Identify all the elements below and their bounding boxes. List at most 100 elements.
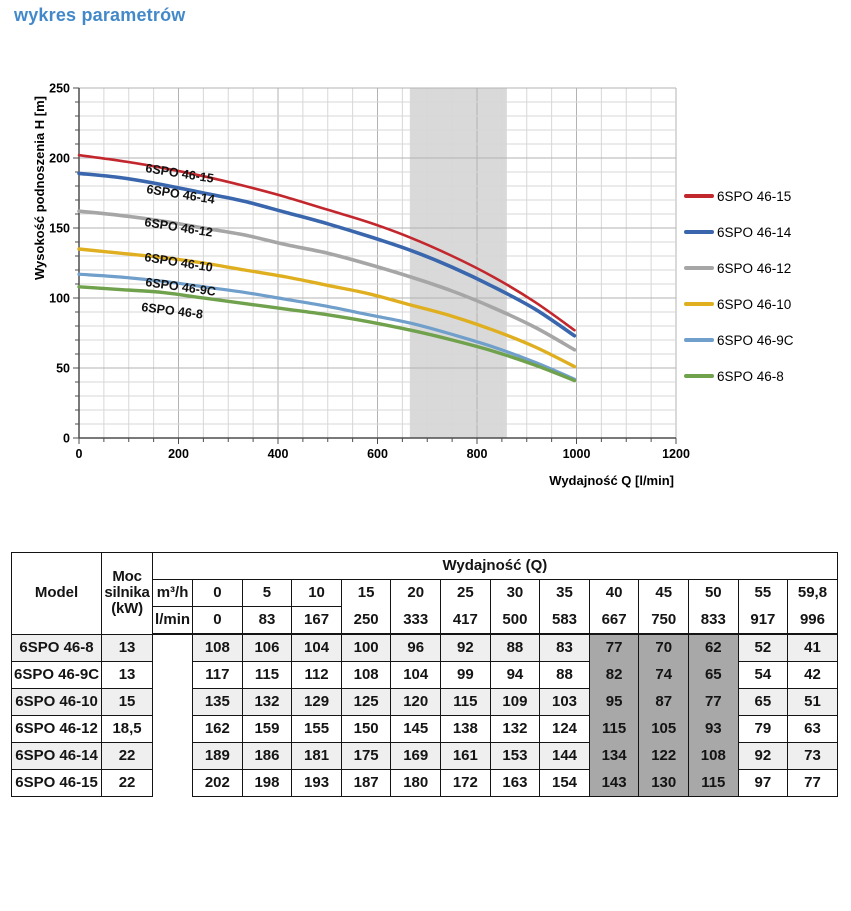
model-cell: 6SPO 46-10 xyxy=(10,688,103,716)
head-value-cell: 132 xyxy=(241,688,293,716)
head-value-cell: 99 xyxy=(440,661,491,689)
y-tick-label: 200 xyxy=(49,152,70,166)
head-value-cell: 181 xyxy=(291,742,342,770)
legend-label: 6SPO 46-8 xyxy=(717,368,784,384)
legend-item: 6SPO 46-8 xyxy=(684,358,794,394)
head-value-cell: 83 xyxy=(539,633,590,662)
x-tick-label: 0 xyxy=(76,447,83,461)
head-value-cell: 88 xyxy=(539,661,590,689)
power-cell: 22 xyxy=(101,769,154,797)
head-value-cell: 130 xyxy=(638,769,689,797)
table-row: 6SPO 46-9C 13 117 115 112 108 104 99 94 88 82 74 65 5… xyxy=(10,661,838,689)
flow-lmin-value: 667 xyxy=(588,606,640,635)
flow-lmin-value: 583 xyxy=(539,606,590,635)
model-cell: 6SPO 46-9C xyxy=(10,661,103,689)
flow-m3h-value: 55 xyxy=(737,579,789,607)
head-value-cell: 155 xyxy=(291,715,342,743)
head-value-cell: 134 xyxy=(588,742,640,770)
flow-lmin-value: 750 xyxy=(638,606,689,635)
flow-group-header: Wydajność (Q) xyxy=(152,552,838,580)
flow-lmin-value: 996 xyxy=(787,606,838,635)
head-value-cell: 112 xyxy=(291,661,342,689)
legend-label: 6SPO 46-10 xyxy=(717,296,792,312)
head-value-cell: 159 xyxy=(241,715,293,743)
curve-6SPO-46-9C xyxy=(77,272,577,381)
head-value-cell: 108 xyxy=(340,661,392,689)
head-value-cell: 104 xyxy=(291,633,342,662)
parameters-table: Model Moc silnika (kW) Wydajność (Q) m³/h 0 5… xyxy=(10,552,838,797)
y-tick-label: 100 xyxy=(49,292,70,306)
head-value-cell: 169 xyxy=(390,742,442,770)
curve-6SPO-46-8 xyxy=(77,285,577,383)
y-tick-label: 0 xyxy=(63,432,70,446)
model-cell: 6SPO 46-15 xyxy=(10,769,103,797)
head-value-cell: 144 xyxy=(539,742,590,770)
table-row: 6SPO 46-12 18,5 162 159 155 150 145 138 132 124 11… xyxy=(10,715,838,743)
flow-m3h-value: 10 xyxy=(291,579,342,607)
table-row: 6SPO 46-14 22 189 186 181 175 169 161 153 144 134 1… xyxy=(10,742,838,770)
model-cell: 6SPO 46-14 xyxy=(10,742,103,770)
head-value-cell: 96 xyxy=(390,633,442,662)
legend-label: 6SPO 46-12 xyxy=(717,260,792,276)
head-value-cell: 108 xyxy=(688,742,739,770)
curve-6SPO-46-14 xyxy=(77,171,577,338)
head-value-cell: 54 xyxy=(737,661,789,689)
power-cell: 13 xyxy=(101,633,154,662)
legend-line-swatch xyxy=(684,374,714,378)
power-cell: 15 xyxy=(101,688,154,716)
head-value-cell: 135 xyxy=(192,688,243,716)
head-value-cell: 77 xyxy=(588,633,640,662)
head-value-cell: 187 xyxy=(340,769,392,797)
flow-m3h-value: 40 xyxy=(588,579,640,607)
curve-6SPO-46-15 xyxy=(77,153,576,332)
head-value-cell: 132 xyxy=(489,715,541,743)
chart-legend: 6SPO 46-15 6SPO 46-14 6SPO 46-12 6SPO 46-10… xyxy=(684,178,794,394)
legend-line-swatch xyxy=(684,230,714,234)
flow-m3h-value: 20 xyxy=(390,579,442,607)
head-value-cell: 77 xyxy=(787,769,838,797)
model-cell: 6SPO 46-8 xyxy=(10,633,103,662)
axes xyxy=(73,87,677,444)
head-value-cell: 73 xyxy=(787,742,838,770)
flow-lmin-value: 333 xyxy=(390,606,442,635)
flow-lmin-value: 500 xyxy=(489,606,541,635)
head-value-cell: 115 xyxy=(241,661,293,689)
flow-lmin-value: 417 xyxy=(440,606,491,635)
legend-item: 6SPO 46-14 xyxy=(684,214,794,250)
legend-line-swatch xyxy=(684,302,714,306)
head-value-cell: 87 xyxy=(638,688,689,716)
head-value-cell: 79 xyxy=(737,715,789,743)
tick-labels: 0 200 400 600 800 1000 1200 0 50 100 150 200 250 xyxy=(49,82,690,462)
model-cell: 6SPO 46-12 xyxy=(10,715,103,743)
head-value-cell: 145 xyxy=(390,715,442,743)
head-value-cell: 88 xyxy=(489,633,541,662)
flow-lmin-value: 0 xyxy=(192,606,243,635)
head-value-cell: 161 xyxy=(440,742,491,770)
head-value-cell: 74 xyxy=(638,661,689,689)
flow-lmin-value: 83 xyxy=(241,606,293,635)
head-value-cell: 97 xyxy=(737,769,789,797)
head-value-cell: 65 xyxy=(737,688,789,716)
x-tick-label: 800 xyxy=(467,447,488,461)
head-value-cell: 172 xyxy=(440,769,491,797)
head-value-cell: 129 xyxy=(291,688,342,716)
head-value-cell: 163 xyxy=(489,769,541,797)
head-value-cell: 106 xyxy=(241,633,293,662)
unit-m3h-header: m³/h xyxy=(152,579,194,607)
flow-m3h-value: 59,8 xyxy=(787,579,838,607)
spacer-cell xyxy=(152,633,194,797)
head-value-cell: 41 xyxy=(787,633,838,662)
head-value-cell: 143 xyxy=(588,769,640,797)
curve-6SPO-46-10 xyxy=(77,247,577,369)
head-value-cell: 117 xyxy=(192,661,243,689)
head-value-cell: 105 xyxy=(638,715,689,743)
legend-line-swatch xyxy=(684,194,714,198)
head-value-cell: 104 xyxy=(390,661,442,689)
head-value-cell: 92 xyxy=(440,633,491,662)
head-value-cell: 51 xyxy=(787,688,838,716)
head-value-cell: 122 xyxy=(638,742,689,770)
head-value-cell: 120 xyxy=(390,688,442,716)
flow-m3h-value: 5 xyxy=(241,579,293,607)
x-tick-label: 1200 xyxy=(662,447,690,461)
